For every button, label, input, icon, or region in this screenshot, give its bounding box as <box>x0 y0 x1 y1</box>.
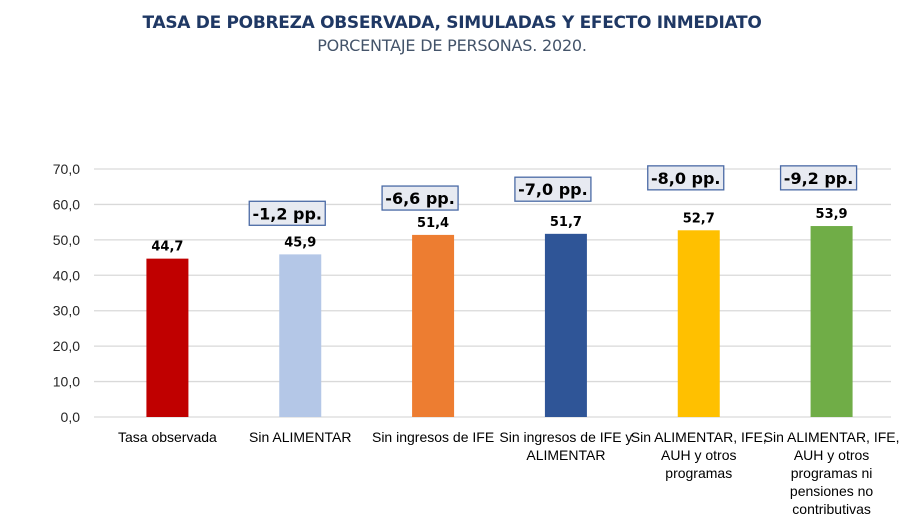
y-tick-label: 0,0 <box>61 409 81 425</box>
x-tick-label-line: Sin ALIMENTAR, IFE, <box>764 429 900 445</box>
y-tick-label: 70,0 <box>53 161 80 177</box>
annotation-text: -7,0 pp. <box>518 180 588 199</box>
data-label: 52,7 <box>683 211 715 226</box>
annotation-text: -6,6 pp. <box>385 189 455 208</box>
bar <box>412 234 455 417</box>
annotation-box-frame <box>248 200 326 226</box>
y-tick-label: 30,0 <box>53 303 80 319</box>
data-label: 44,7 <box>151 240 183 255</box>
bar <box>544 233 587 417</box>
data-label: 53,9 <box>816 207 848 222</box>
x-tick-label-line: programas <box>665 465 732 481</box>
x-tick-label: Sin ALIMENTAR, IFE, AUH y otros programas <box>631 429 767 481</box>
y-tick-label: 10,0 <box>53 374 80 390</box>
x-tick-label: Sin ALIMENTAR, IFE, AUH y otros programas … <box>764 429 900 517</box>
x-tick-label-line: programas ni <box>791 465 873 481</box>
y-tick-label: 50,0 <box>53 232 80 248</box>
bar <box>279 254 322 417</box>
x-tick-label-line: Sin ALIMENTAR, IFE, <box>631 429 767 445</box>
x-axis: Tasa observada Sin ALIMENTAR Sin ingresos … <box>118 429 900 517</box>
annotation-text: -9,2 pp. <box>784 169 854 188</box>
data-labels: 44,7 45,9 51,4 51,7 52,7 53,9 <box>151 207 847 255</box>
x-tick-label: Sin ALIMENTAR <box>249 429 351 445</box>
x-tick-label: Sin ingresos de IFE y ALIMENTAR <box>499 429 632 463</box>
y-axis: 0,0 10,0 20,0 30,0 40,0 50,0 60,0 70,0 <box>53 161 80 425</box>
annotation-box: -1,2 pp. <box>248 200 326 226</box>
data-label: 45,9 <box>284 235 316 250</box>
bar <box>677 230 720 417</box>
y-tick-label: 20,0 <box>53 338 80 354</box>
annotation-box-frame <box>779 165 858 191</box>
data-label: 51,7 <box>550 215 582 230</box>
annotation-box: -8,0 pp. <box>647 165 725 191</box>
annotation-box-frame <box>381 185 459 211</box>
annotation-box-frame <box>647 165 725 191</box>
x-tick-label-line: Tasa observada <box>118 429 217 445</box>
annotation-box: -6,6 pp. <box>381 185 459 211</box>
x-tick-label-line: ALIMENTAR <box>526 447 605 463</box>
y-tick-label: 40,0 <box>53 267 80 283</box>
x-tick-label-line: AUH y otros <box>794 447 869 463</box>
annotations: -1,2 pp. -6,6 pp. -7,0 pp. -8,0 pp. -9,2 pp. <box>248 165 858 226</box>
annotation-box: -7,0 pp. <box>514 176 592 202</box>
annotation-box-frame <box>514 176 592 202</box>
y-tick-label: 60,0 <box>53 196 80 212</box>
bar <box>810 226 853 417</box>
x-tick-label-line: Sin ingresos de IFE <box>372 429 494 445</box>
x-tick-label-line: pensiones no <box>790 483 874 499</box>
bars <box>146 226 853 417</box>
x-tick-label-line: contributivas <box>792 501 871 517</box>
x-tick-label-line: AUH y otros <box>661 447 736 463</box>
chart-subtitle: PORCENTAJE DE PERSONAS. 2020. <box>317 36 587 55</box>
chart-title: TASA DE POBREZA OBSERVADA, SIMULADAS Y E… <box>142 13 762 33</box>
x-tick-label: Sin ingresos de IFE <box>372 429 494 445</box>
annotation-text: -8,0 pp. <box>651 169 721 188</box>
x-tick-label-line: Sin ingresos de IFE y <box>499 429 632 445</box>
x-tick-label-line: Sin ALIMENTAR <box>249 429 351 445</box>
x-tick-label: Tasa observada <box>118 429 217 445</box>
annotation-text: -1,2 pp. <box>252 204 322 223</box>
bar <box>146 258 189 417</box>
data-label: 51,4 <box>417 216 449 231</box>
gridlines <box>94 168 891 418</box>
annotation-box: -9,2 pp. <box>779 165 858 191</box>
